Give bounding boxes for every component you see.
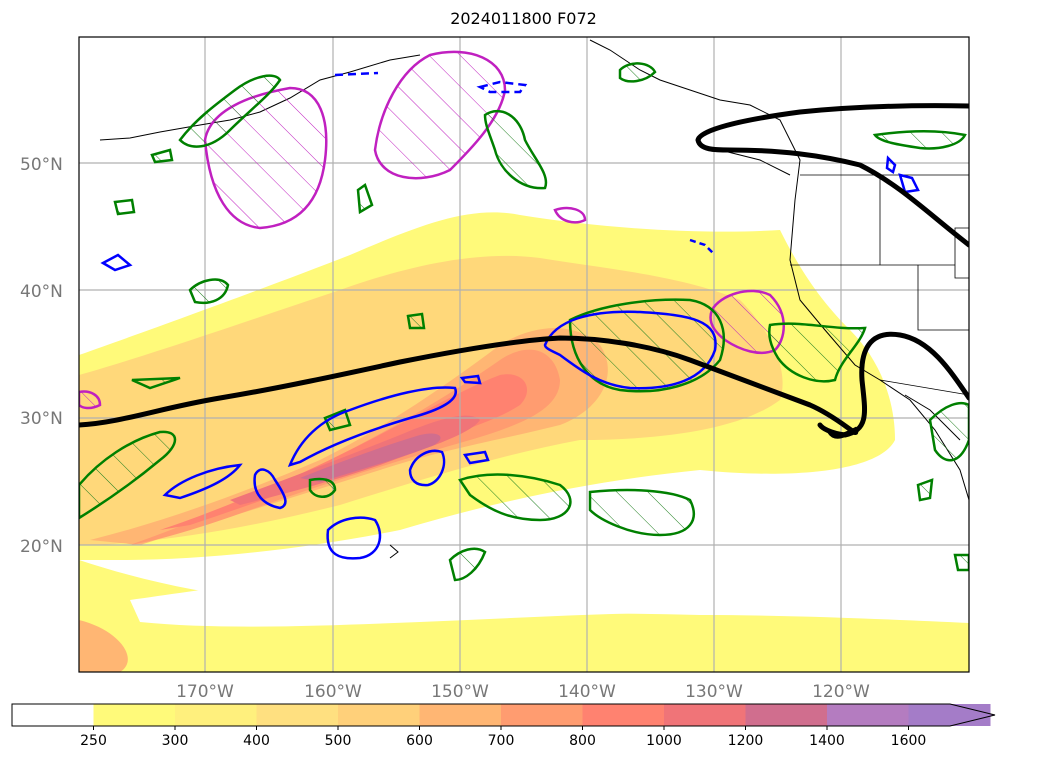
colorbar-segment xyxy=(827,704,909,726)
colorbar-segment xyxy=(582,704,665,726)
colorbar-segment xyxy=(664,704,746,726)
ivt-1200 xyxy=(300,433,441,482)
colorbar-segment xyxy=(256,704,339,726)
colorbar-segment xyxy=(175,704,257,726)
ivt-800 xyxy=(160,374,528,530)
blue-contours xyxy=(100,71,920,560)
colorbar: 250 300 400 500 600 700 800 1000 1200 1400 1600 xyxy=(11,703,996,749)
colorbar-tick-label: 700 xyxy=(488,733,515,749)
colorbar-segment xyxy=(12,704,94,726)
lon-label-160w: 160°W xyxy=(304,682,362,702)
lon-label-150w: 150°W xyxy=(431,682,489,702)
ivt-gap xyxy=(130,560,930,627)
lat-label-30: 30°N xyxy=(20,409,63,429)
colorbar-segment xyxy=(501,704,583,726)
ivt-southwest xyxy=(79,620,128,672)
colorbar-segment xyxy=(419,704,502,726)
colorbar-tick-label: 400 xyxy=(243,733,270,749)
colorbar-tick-label: 300 xyxy=(162,733,189,749)
map-frame xyxy=(78,36,970,673)
map-title: 2024011800 F072 xyxy=(450,9,597,28)
colorbar-segment xyxy=(338,704,420,726)
colorbar-tick-label: 1400 xyxy=(809,733,845,749)
borders xyxy=(790,174,969,396)
lon-label-120w: 120°W xyxy=(812,682,870,702)
lon-label-170w: 170°W xyxy=(176,682,234,702)
colorbar-outline xyxy=(11,703,996,727)
lat-label-50: 50°N xyxy=(20,155,63,175)
lon-label-140w: 140°W xyxy=(558,682,616,702)
colorbar-tick-label: 500 xyxy=(325,733,352,749)
lat-label-20: 20°N xyxy=(20,537,63,557)
colorbar-tick-label: 250 xyxy=(80,733,107,749)
colorbar-tick-label: 1000 xyxy=(646,733,682,749)
colorbar-extend xyxy=(908,704,995,726)
colorbar-tick-label: 1600 xyxy=(891,733,927,749)
colorbar-tick-label: 600 xyxy=(406,733,433,749)
black-contours xyxy=(79,103,969,439)
colorbar-segment xyxy=(745,704,828,726)
lon-label-130w: 130°W xyxy=(685,682,743,702)
lat-label-40: 40°N xyxy=(20,282,63,302)
colorbar-segment xyxy=(93,704,176,726)
colorbar-tick-label: 800 xyxy=(569,733,596,749)
colorbar-tick-label: 1200 xyxy=(728,733,764,749)
